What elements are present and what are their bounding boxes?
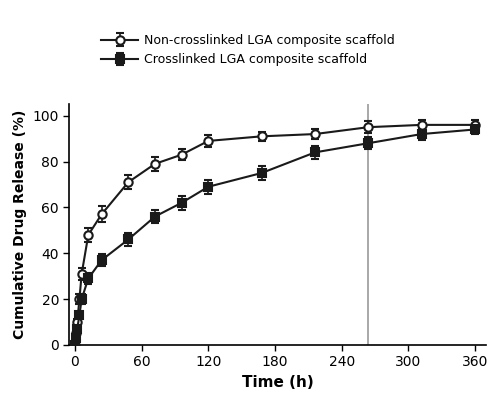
Legend: Non-crosslinked LGA composite scaffold, Crosslinked LGA composite scaffold: Non-crosslinked LGA composite scaffold, … bbox=[97, 30, 399, 70]
X-axis label: Time (h): Time (h) bbox=[242, 375, 313, 390]
Y-axis label: Cumulative Drug Release (%): Cumulative Drug Release (%) bbox=[13, 110, 27, 339]
